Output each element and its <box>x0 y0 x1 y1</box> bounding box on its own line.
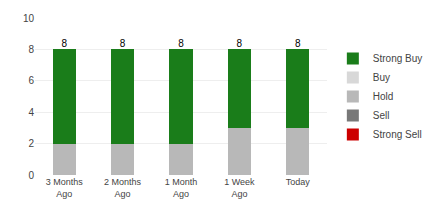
svg-text:Strong Sell: Strong Sell <box>373 129 422 140</box>
svg-text:4: 4 <box>28 107 34 118</box>
svg-text:Hold: Hold <box>373 91 394 102</box>
svg-text:8: 8 <box>237 38 243 49</box>
svg-text:2 MonthsAgo: 2 MonthsAgo <box>104 177 142 199</box>
svg-text:3 MonthsAgo: 3 MonthsAgo <box>46 177 84 199</box>
svg-text:8: 8 <box>28 44 34 55</box>
svg-text:8: 8 <box>61 38 67 49</box>
svg-text:10: 10 <box>23 13 35 24</box>
svg-text:1 WeekAgo: 1 WeekAgo <box>224 177 255 199</box>
svg-text:Sell: Sell <box>373 110 390 121</box>
svg-text:1 MonthAgo: 1 MonthAgo <box>165 177 198 199</box>
svg-text:8: 8 <box>120 38 126 49</box>
svg-text:2: 2 <box>28 138 34 149</box>
svg-text:0: 0 <box>28 170 34 181</box>
svg-text:8: 8 <box>178 38 184 49</box>
svg-text:8: 8 <box>295 38 301 49</box>
svg-text:Buy: Buy <box>373 72 390 83</box>
svg-text:Strong Buy: Strong Buy <box>373 53 422 64</box>
svg-text:6: 6 <box>28 75 34 86</box>
svg-text:Today: Today <box>286 177 311 187</box>
